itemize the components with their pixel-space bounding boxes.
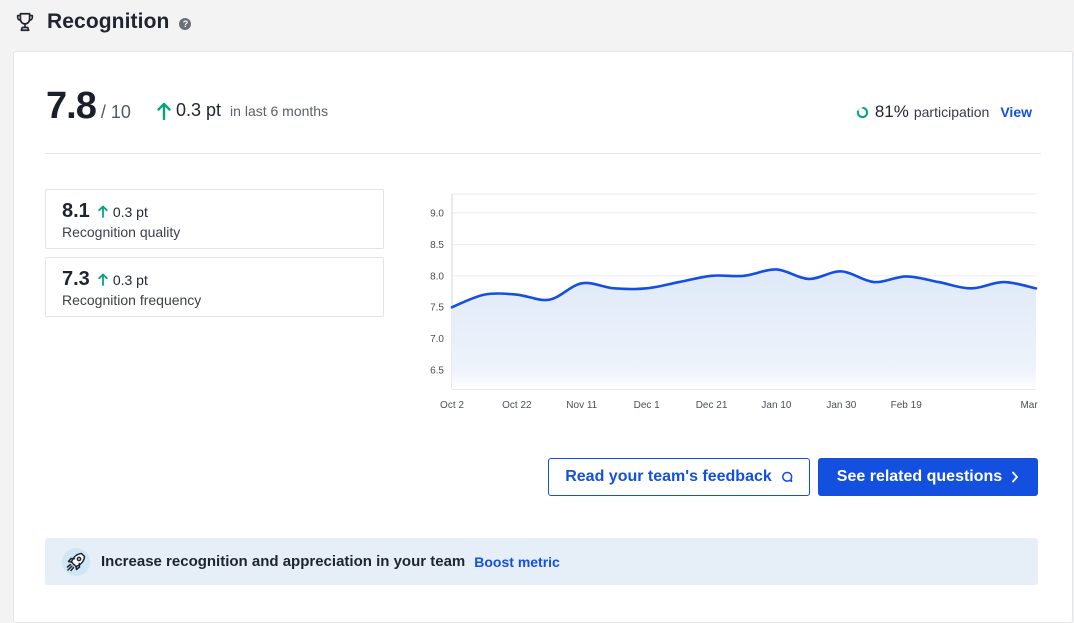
y-tick-label: 7.5 xyxy=(430,303,444,314)
chevron-right-icon xyxy=(1012,471,1019,483)
see-related-questions-button[interactable]: See related questions xyxy=(818,458,1038,496)
x-tick-label: Oct 22 xyxy=(502,400,532,411)
x-tick-label: Oct 2 xyxy=(440,400,464,411)
y-tick-label: 8.0 xyxy=(430,271,444,282)
banner-text: Increase recognition and appreciation in… xyxy=(101,553,466,570)
series-area xyxy=(452,269,1036,389)
y-tick-label: 8.5 xyxy=(430,240,444,251)
metric-value: 7.3 xyxy=(62,268,90,290)
participation-value: 81% xyxy=(874,102,909,121)
boost-metric-link[interactable]: Boost metric xyxy=(474,553,560,570)
score: 7.8 / 10 xyxy=(46,85,131,128)
score-value: 7.8 xyxy=(46,85,97,127)
arrow-up-icon xyxy=(98,205,108,218)
metric-value: 8.1 xyxy=(62,200,90,222)
metric-card-frequency[interactable]: 7.3 0.3 pt Recognition frequency xyxy=(45,257,384,317)
boost-banner: Increase recognition and appreciation in… xyxy=(45,538,1038,585)
metric-trend: 0.3 pt xyxy=(112,271,148,288)
y-tick-label: 7.0 xyxy=(430,334,444,345)
arrow-up-icon xyxy=(98,273,108,286)
x-tick-label: Mar 31 xyxy=(1020,400,1041,411)
trend-period: in last 6 months xyxy=(230,102,329,119)
y-tick-label: 9.0 xyxy=(430,208,444,219)
x-tick-label: Jan 10 xyxy=(761,400,791,411)
arrow-up-icon xyxy=(157,102,171,120)
trophy-icon xyxy=(16,12,34,32)
metric-card-quality[interactable]: 8.1 0.3 pt Recognition quality xyxy=(45,189,384,249)
participation: 81% participation View xyxy=(856,102,1032,122)
y-tick-label: 6.5 xyxy=(430,366,444,377)
x-tick-label: Feb 19 xyxy=(891,400,923,411)
recognition-trend-chart: 6.5 7.0 7.5 8.0 8.5 9.0 Oct 2 Oct 22 Nov 11 Dec 1… xyxy=(430,193,1041,411)
trend-value: 0.3 pt xyxy=(176,100,222,120)
metric-trend: 0.3 pt xyxy=(112,203,148,220)
read-feedback-button[interactable]: Read your team's feedback xyxy=(548,458,810,496)
participation-label: participation xyxy=(913,104,990,120)
comment-icon xyxy=(781,471,793,483)
question-circle-icon[interactable]: ? xyxy=(179,17,192,30)
x-tick-label: Dec 1 xyxy=(634,400,661,411)
view-link[interactable]: View xyxy=(1000,104,1032,120)
metric-label: Recognition frequency xyxy=(62,292,202,308)
series-line xyxy=(450,268,1038,309)
x-tick-label: Nov 11 xyxy=(566,400,597,411)
page-header: Recognition ? xyxy=(14,8,192,36)
x-tick-label: Dec 21 xyxy=(696,400,728,411)
score-trend: 0.3 pt in last 6 months xyxy=(157,100,328,121)
see-related-label: See related questions xyxy=(836,468,1003,485)
page-title: Recognition xyxy=(47,10,170,33)
participation-ring-icon xyxy=(856,106,868,118)
rocket-icon xyxy=(62,547,90,576)
x-tick-label: Jan 30 xyxy=(826,400,856,411)
read-feedback-label: Read your team's feedback xyxy=(565,468,772,485)
score-max: / 10 xyxy=(100,102,131,122)
recognition-card: 7.8 / 10 0.3 pt in last 6 months 81% par… xyxy=(13,51,1073,623)
divider xyxy=(45,153,1041,154)
metric-label: Recognition quality xyxy=(62,224,181,240)
